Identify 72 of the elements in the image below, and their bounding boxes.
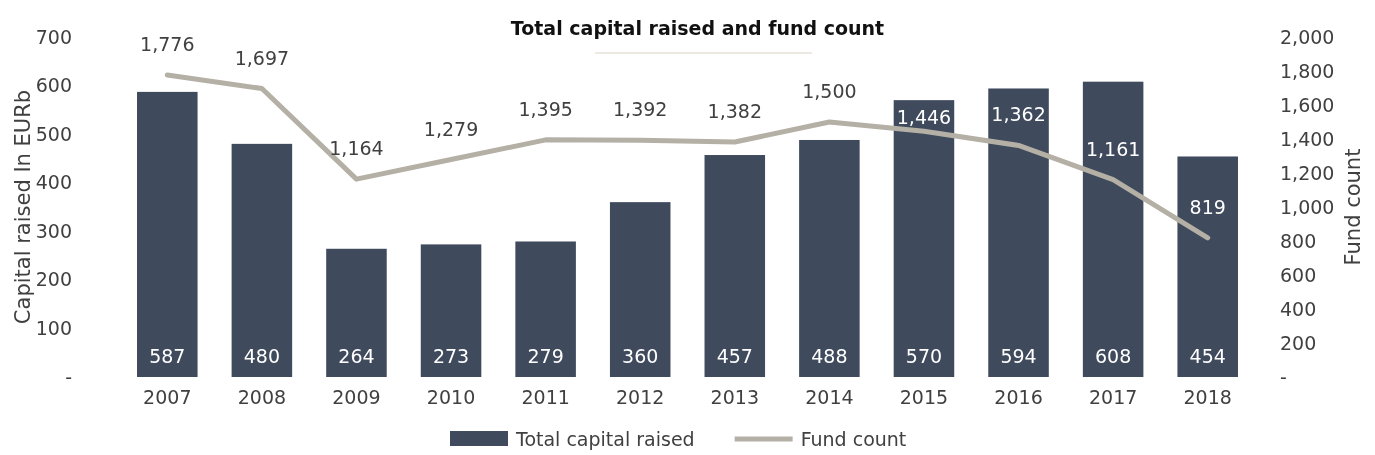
bar bbox=[326, 248, 387, 377]
bar bbox=[609, 202, 671, 377]
x-tick-label: 2013 bbox=[710, 386, 759, 409]
data-label: 819 bbox=[1189, 195, 1226, 218]
data-label: 454 bbox=[1189, 345, 1226, 367]
data-label: 570 bbox=[905, 345, 943, 367]
x-tick-label: 2015 bbox=[899, 386, 949, 409]
data-label: 1,392 bbox=[613, 98, 668, 121]
y2-tick-label: 200 bbox=[1280, 331, 1317, 354]
y2-tick-label: 600 bbox=[1280, 263, 1317, 286]
bar bbox=[231, 143, 293, 377]
data-label: 587 bbox=[149, 345, 186, 367]
x-tick-label: 2010 bbox=[426, 386, 476, 409]
bar bbox=[1082, 81, 1144, 377]
x-tick-label: 2012 bbox=[616, 386, 665, 409]
data-label: 1,500 bbox=[802, 80, 857, 102]
y-tick-label: 200 bbox=[35, 268, 72, 291]
x-tick-label: 2009 bbox=[332, 386, 381, 409]
y2-tick-label: 1,200 bbox=[1280, 161, 1335, 184]
data-label: 1,697 bbox=[234, 46, 290, 69]
data-label: 608 bbox=[1094, 345, 1132, 367]
y2-tick-label: - bbox=[1280, 365, 1287, 388]
y2-tick-label: 400 bbox=[1280, 297, 1317, 320]
bar bbox=[799, 139, 860, 377]
data-label: 594 bbox=[1000, 345, 1037, 367]
y2-tick-label: 1,600 bbox=[1280, 93, 1335, 116]
bar bbox=[1177, 156, 1238, 377]
y-tick-label: 700 bbox=[35, 25, 72, 48]
data-label: 279 bbox=[527, 345, 564, 367]
y-tick-label: 400 bbox=[35, 171, 72, 194]
y-tick-label: 100 bbox=[35, 317, 72, 340]
data-label: 1,446 bbox=[896, 106, 952, 129]
data-label: 1,362 bbox=[991, 103, 1046, 126]
y2-axis-title: Fund count bbox=[1341, 148, 1365, 266]
data-label: 273 bbox=[432, 345, 470, 367]
data-label: 1,395 bbox=[518, 97, 573, 120]
legend-label: Total capital raised bbox=[515, 428, 695, 450]
data-label: 360 bbox=[622, 345, 659, 367]
data-label: 480 bbox=[243, 345, 281, 367]
x-tick-label: 2007 bbox=[143, 386, 192, 409]
y-tick-label: 300 bbox=[35, 219, 72, 242]
y2-tick-label: 800 bbox=[1280, 229, 1317, 252]
bar bbox=[704, 155, 766, 377]
y-tick-label: 600 bbox=[35, 74, 72, 97]
x-tick-label: 2008 bbox=[237, 386, 287, 409]
data-label: 457 bbox=[716, 345, 753, 367]
y2-tick-label: 1,400 bbox=[1280, 127, 1335, 150]
y-tick-label: 500 bbox=[35, 122, 72, 145]
data-label: 264 bbox=[338, 345, 375, 367]
chart-title: Total capital raised and fund count bbox=[510, 17, 885, 39]
legend-label: Fund count bbox=[800, 428, 907, 450]
y-axis-title: Capital raised In EURb bbox=[11, 89, 35, 325]
bar bbox=[515, 241, 576, 377]
bar bbox=[420, 244, 482, 377]
data-label: 488 bbox=[811, 345, 848, 367]
bar bbox=[137, 91, 198, 377]
data-label: 1,279 bbox=[423, 117, 479, 140]
x-tick-label: 2011 bbox=[521, 386, 570, 409]
data-label: 1,164 bbox=[329, 137, 384, 160]
x-tick-label: 2014 bbox=[805, 386, 854, 409]
y-tick-label: - bbox=[65, 365, 72, 388]
data-label: 1,776 bbox=[140, 33, 195, 56]
x-tick-label: 2016 bbox=[994, 386, 1043, 409]
y2-tick-label: 2,000 bbox=[1280, 25, 1335, 48]
data-label: 1,161 bbox=[1085, 137, 1141, 160]
x-tick-label: 2018 bbox=[1183, 386, 1232, 409]
y2-tick-label: 1,000 bbox=[1280, 195, 1335, 218]
bar bbox=[893, 100, 955, 377]
bar bbox=[988, 88, 1049, 377]
y2-tick-label: 1,800 bbox=[1280, 59, 1335, 82]
data-label: 1,382 bbox=[707, 100, 762, 123]
x-tick-label: 2017 bbox=[1088, 386, 1138, 409]
